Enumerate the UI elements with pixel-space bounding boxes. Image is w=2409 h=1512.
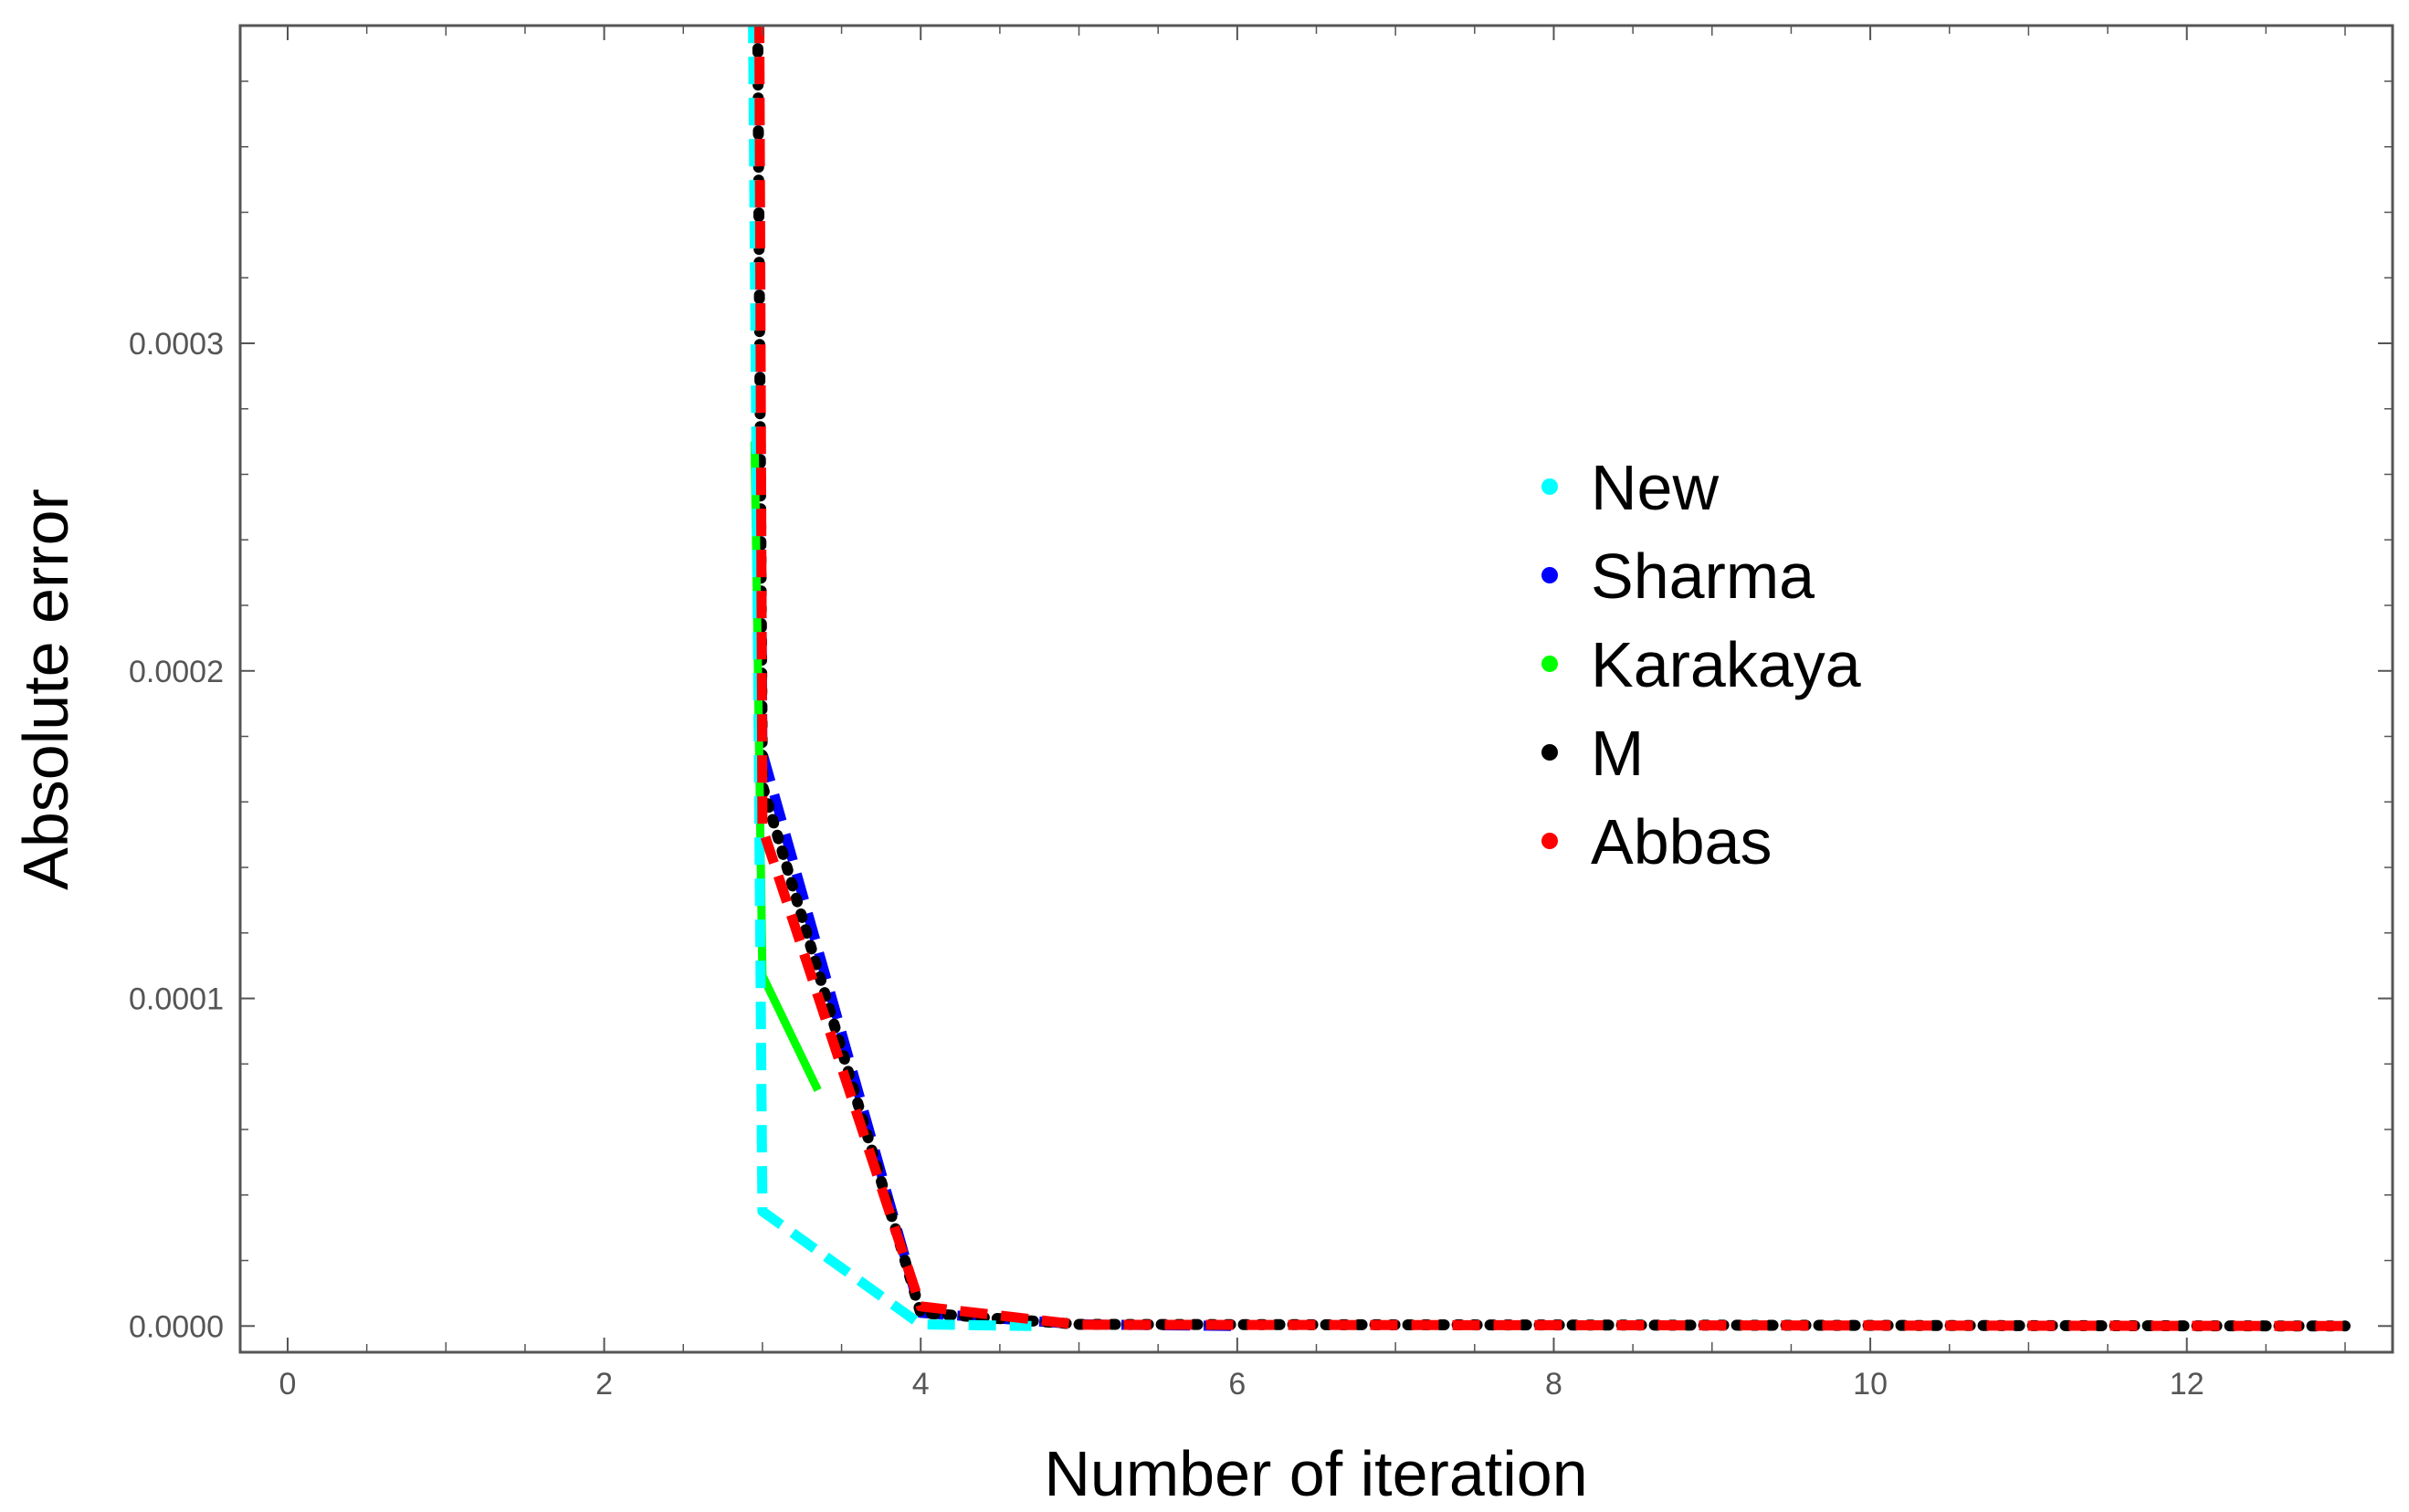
- y-axis-label: Absolute error: [10, 488, 81, 890]
- legend-item-m: M: [1541, 718, 1644, 789]
- y-tick-label: 0.0002: [129, 655, 224, 689]
- legend-item-karakaya: Karakaya: [1541, 629, 1861, 700]
- series-line-new: [748, 26, 1032, 1331]
- x-tick-label: 8: [1545, 1367, 1562, 1402]
- legend-label: Karakaya: [1591, 629, 1861, 700]
- legend-marker: [1541, 744, 1558, 761]
- x-tick-label: 4: [912, 1367, 930, 1402]
- legend-item-new: New: [1541, 452, 1719, 523]
- y-tick-label: 0.0000: [129, 1309, 224, 1344]
- legend-item-sharma: Sharma: [1541, 541, 1815, 612]
- y-tick-label: 0.0001: [129, 982, 224, 1017]
- legend-label: Sharma: [1591, 541, 1815, 612]
- y-tick-label: 0.0003: [129, 327, 224, 362]
- x-tick-label: 6: [1228, 1367, 1246, 1402]
- legend-label: Abbas: [1591, 806, 1772, 877]
- plot-frame: [238, 24, 2394, 1354]
- x-axis-label: Number of iteration: [1044, 1438, 1587, 1509]
- x-tick-label: 12: [2170, 1367, 2204, 1402]
- legend-marker: [1541, 478, 1558, 495]
- legend-item-abbas: Abbas: [1541, 806, 1772, 877]
- x-tick-label: 0: [279, 1367, 297, 1402]
- legend-label: New: [1591, 452, 1719, 523]
- series-line-abbas: [754, 26, 2346, 1331]
- legend-marker: [1541, 833, 1558, 849]
- legend-marker: [1541, 567, 1558, 583]
- tick-layer: 0 2 4 6 8 10 12 0.0000 0.0001 0.0002 0.0003: [129, 26, 2393, 1402]
- x-tick-label: 2: [595, 1367, 613, 1402]
- legend: New Sharma Karakaya M Abbas: [1541, 452, 1861, 877]
- series-layer: [748, 26, 2351, 1332]
- legend-marker: [1541, 656, 1558, 672]
- legend-label: M: [1591, 718, 1644, 789]
- series-line-sharma: [752, 26, 1237, 1331]
- x-tick-label: 10: [1853, 1367, 1888, 1402]
